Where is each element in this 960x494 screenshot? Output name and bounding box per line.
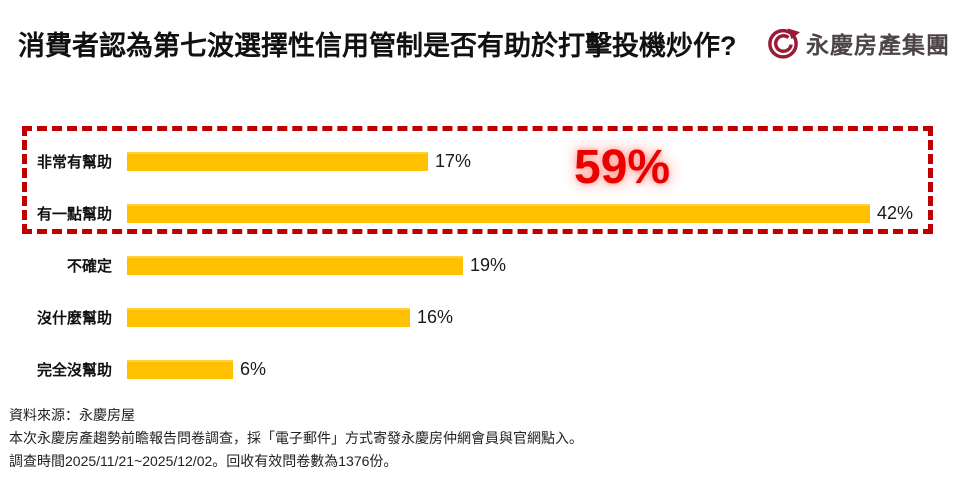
chart-rows: 非常有幫助 17% 有一點幫助 42% 不確定 19% 沒什麼幫助 16% 完全… bbox=[20, 135, 940, 395]
company-logo-text: 永慶房產集團 bbox=[806, 32, 950, 58]
yungching-circle-arrow-icon bbox=[766, 26, 800, 60]
bar-value: 42% bbox=[877, 202, 914, 223]
bar-row: 非常有幫助 17% bbox=[20, 135, 940, 187]
bar-label: 沒什麼幫助 bbox=[36, 309, 112, 327]
company-logo: 永慶房產集團 bbox=[766, 26, 950, 60]
bar-row: 沒什麼幫助 16% bbox=[20, 291, 940, 343]
bar-value: 16% bbox=[417, 306, 454, 327]
bar-label: 完全沒幫助 bbox=[36, 361, 112, 379]
bar-label: 有一點幫助 bbox=[36, 205, 112, 223]
bar-row: 不確定 19% bbox=[20, 239, 940, 291]
bar-row: 有一點幫助 42% bbox=[20, 187, 940, 239]
bar bbox=[127, 203, 870, 223]
bar-label: 不確定 bbox=[66, 257, 112, 275]
highlight-percentage: 59% bbox=[574, 141, 671, 194]
bar bbox=[127, 151, 428, 171]
footer-notes: 資料來源：永慶房屋 本次永慶房產趨勢前瞻報告問卷調查，採「電子郵件」方式寄發永慶… bbox=[9, 404, 583, 473]
footer-method-line: 本次永慶房產趨勢前瞻報告問卷調查，採「電子郵件」方式寄發永慶房仲網會員與官網點入… bbox=[9, 430, 583, 446]
bar-label: 非常有幫助 bbox=[36, 153, 112, 171]
bar-row: 完全沒幫助 6% bbox=[20, 343, 940, 395]
bar bbox=[127, 307, 410, 327]
bar-value: 17% bbox=[435, 150, 472, 171]
bar-value: 19% bbox=[470, 254, 507, 275]
bar bbox=[127, 359, 233, 379]
chart-title: 消費者認為第七波選擇性信用管制是否有助於打擊投機炒作? bbox=[18, 31, 737, 61]
footer-source-line: 資料來源：永慶房屋 bbox=[9, 407, 135, 423]
bar-value: 6% bbox=[240, 358, 267, 379]
bar bbox=[127, 255, 463, 275]
footer-period-line: 調查時間2025/11/21~2025/12/02。回收有效問卷數為1376份。 bbox=[9, 453, 398, 469]
